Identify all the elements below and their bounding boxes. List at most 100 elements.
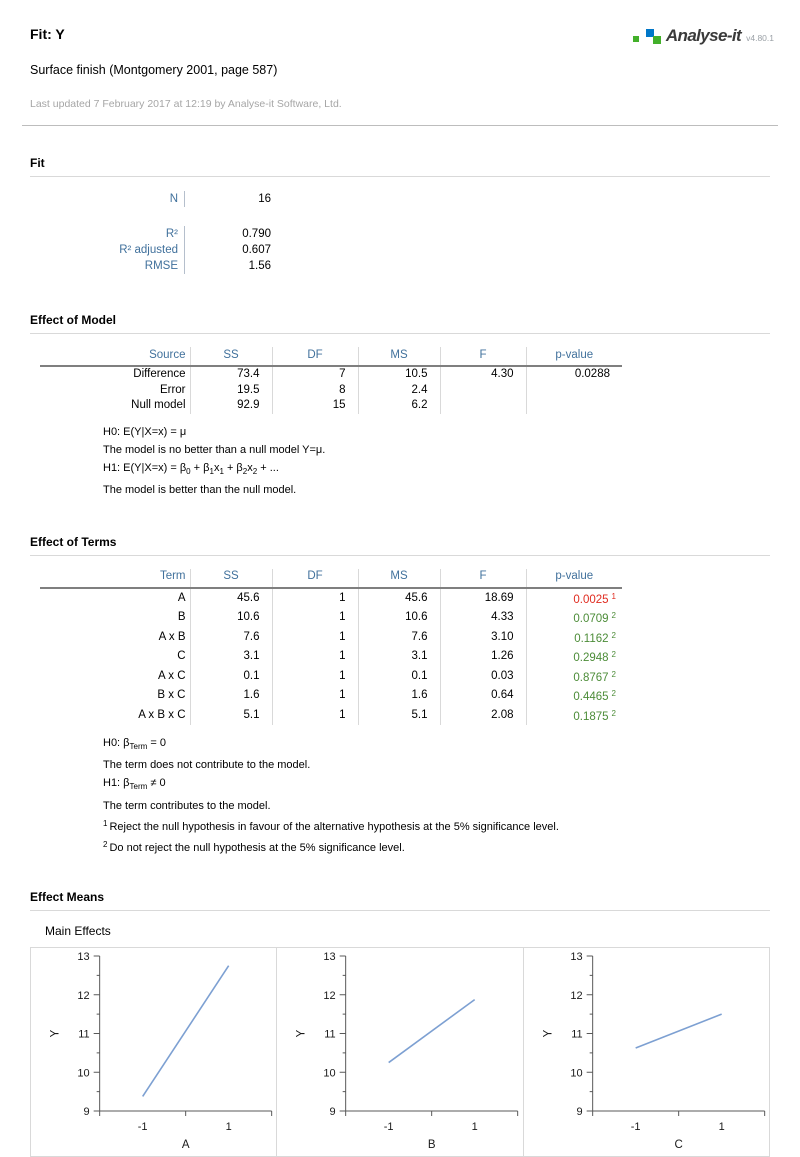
column-header: p-value [555,570,594,583]
svg-text:13: 13 [570,951,582,963]
main-effects-charts: 9 10 11 12 13 -1 1 A Y 9 10 11 12 13 -1 1 B Y 9 10 11 12 13 -… [30,946,770,1157]
value-cell: 0.0288 [574,368,610,380]
hypothesis-line: H1: E(Y|X=x) = β0 + β1x1 + β2x2 + ... [103,461,279,476]
svg-text:9: 9 [84,1106,90,1118]
stat-value: 16 [258,193,271,205]
section-effect-of-terms: Effect of Terms Term SS DF MS F p-value … [30,535,770,857]
page-title: Fit: Y [30,26,65,42]
value-cell: 10.6 [190,608,273,628]
table-row: C 3.1 1 3.1 1.26 0.2948 2 [40,647,622,667]
effect-of-model-table: Source SS DF MS F p-value Difference 73.4… [40,347,622,414]
logo-mark-icon [645,28,661,44]
column-header: MS [358,347,441,366]
value-cell: 5.1 [190,705,273,726]
column-header: p-value [555,348,594,361]
brand-name: Analyse-it [665,26,742,45]
main-effects-chart-b: 9 10 11 12 13 -1 1 B Y [276,947,522,1156]
svg-text:-1: -1 [384,1121,394,1133]
row-label-cell: A x C [40,666,191,687]
table-row: A x C 0.1 1 0.1 0.03 0.8767 2 [40,666,622,687]
stat-row-r2: R² 0.790 [30,226,770,242]
terms-hypotheses: H0: βTerm = 0 The term does not contribut… [103,734,770,814]
value-cell: 73.4 [190,366,273,383]
value-cell: 92.9 [190,398,273,414]
row-label-cell: B [40,608,191,628]
value-cell: 0.0025 1 [573,591,616,606]
column-header: DF [272,347,359,366]
table-row: B 10.6 1 10.6 4.33 0.0709 2 [40,608,622,628]
svg-text:Y: Y [50,1029,62,1037]
svg-text:11: 11 [325,1028,336,1040]
last-updated-text: Last updated 7 February 2017 at 12:19 by… [30,98,342,110]
dataset-subtitle: Surface finish (Montgomery 2001, page 58… [30,63,278,77]
svg-text:11: 11 [78,1028,89,1040]
table-row: Null model 92.9 15 6.2 [40,398,622,414]
table-header-row: Source SS DF MS F p-value [40,347,622,366]
line-chart-a: 9 10 11 12 13 -1 1 A Y [50,951,273,1151]
table-row: Difference 73.4 7 10.5 4.30 0.0288 [40,366,622,383]
row-label-cell: Error [40,382,191,398]
svg-text:A: A [182,1139,190,1151]
report-header: Fit: Y Analyse-it v4.80.1 [30,20,774,46]
table-row: Error 19.5 8 2.4 [40,382,622,398]
row-label-cell: A x B x C [40,705,191,726]
logo-green-square-icon [632,36,639,42]
value-cell: 15 [272,398,359,414]
footnote-reject: 1 Reject the null hypothesis in favour of… [103,818,559,833]
stat-value: 1.56 [248,260,271,272]
footnote-accept: 2 Do not reject the null hypothesis at th… [103,839,405,854]
table-row: A x B 7.6 1 7.6 3.10 0.1162 2 [40,627,622,648]
value-cell: 3.1 [190,647,273,667]
hypothesis-line: H0: E(Y|X=x) = μ [103,425,187,438]
value-cell [440,382,527,398]
value-cell: 7.6 [358,627,441,648]
column-header: F [440,568,527,588]
value-cell: 4.33 [440,608,527,628]
svg-text:10: 10 [324,1067,336,1079]
value-cell: 7 [272,366,359,383]
value-cell: 2.08 [440,705,527,726]
value-cell: 0.8767 2 [573,669,616,684]
value-cell: 0.1875 2 [573,708,616,723]
svg-text:9: 9 [330,1106,336,1118]
svg-text:10: 10 [77,1067,89,1079]
stat-label: RMSE [30,258,185,274]
row-label-cell: Null model [40,398,191,414]
main-effects-chart-c: 9 10 11 12 13 -1 1 C Y [522,947,769,1156]
value-cell: 1 [272,686,359,706]
value-cell: 0.03 [440,666,527,687]
column-header: SS [190,568,273,588]
row-label-cell: Difference [40,366,191,383]
svg-text:B: B [428,1139,436,1151]
hypothesis-line: The model is no better than a null model… [103,443,326,456]
analyse-it-logo: Analyse-it v4.80.1 [632,26,774,46]
svg-text:1: 1 [472,1121,478,1133]
column-header: Term [40,568,191,588]
svg-text:Y: Y [542,1029,554,1037]
value-cell: 2.4 [358,382,441,398]
stat-label: R² adjusted [30,242,185,258]
stat-row-r2-adjusted: R² adjusted 0.607 [30,242,770,258]
stat-value: 0.607 [242,244,271,256]
table-row: A 45.6 1 45.6 18.69 0.0025 1 [40,587,622,609]
value-cell: 1 [272,705,359,726]
model-hypotheses: H0: E(Y|X=x) = μ The model is no better t… [103,423,770,499]
svg-text:13: 13 [77,951,89,963]
column-header: Source [40,347,191,366]
value-cell: 0.1 [358,666,441,687]
value-cell: 0.64 [440,686,527,706]
main-effects-subheading: Main Effects [45,923,111,938]
hypothesis-line: The term contributes to the model. [103,799,271,812]
column-header: F [440,347,527,366]
spacer [30,207,770,226]
stat-label: N [30,191,185,207]
value-cell: 3.1 [358,647,441,667]
value-cell: 1 [272,627,359,648]
svg-text:-1: -1 [138,1121,148,1133]
svg-text:13: 13 [324,951,336,963]
row-label-cell: A [40,587,191,609]
line-chart-b: 9 10 11 12 13 -1 1 B Y [296,951,519,1151]
value-cell: 1 [272,587,359,609]
row-label-cell: A x B [40,627,191,648]
value-cell: 1.6 [358,686,441,706]
